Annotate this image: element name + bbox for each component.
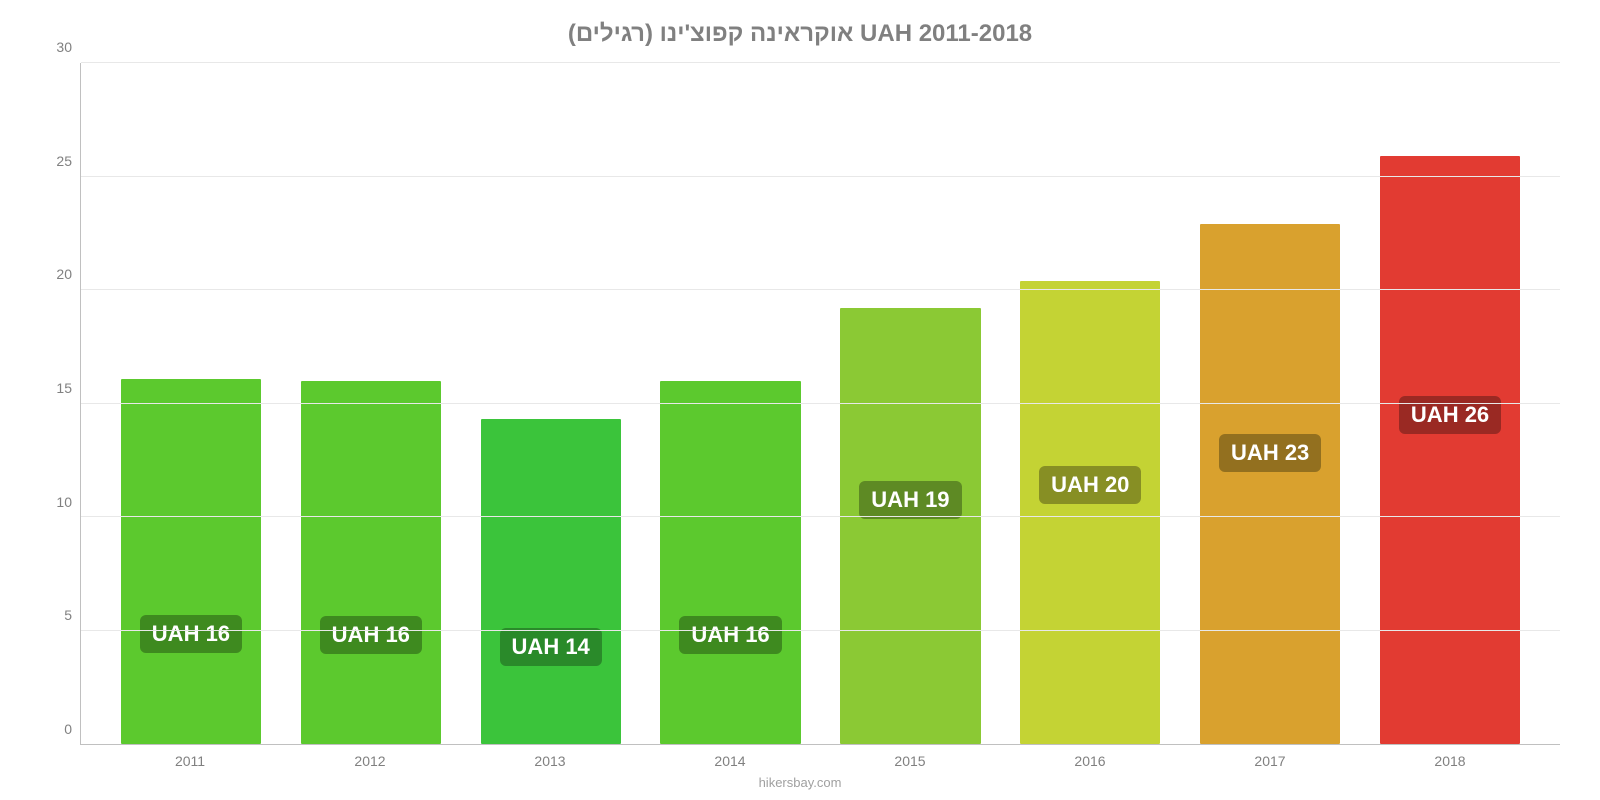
bar-value-label: UAH 26 (1399, 396, 1501, 434)
y-tick: 30 (56, 39, 72, 55)
bar: UAH 20 (1020, 281, 1160, 744)
grid-line (81, 630, 1560, 631)
y-tick: 10 (56, 494, 72, 510)
grid-line (81, 176, 1560, 177)
grid-line (81, 516, 1560, 517)
grid-line (81, 289, 1560, 290)
bar-value-label: UAH 23 (1219, 434, 1321, 472)
bar-slot: UAH 23 (1180, 63, 1360, 744)
bar: UAH 14 (481, 419, 621, 744)
y-tick: 0 (64, 721, 72, 737)
bar: UAH 26 (1380, 156, 1520, 744)
bar: UAH 16 (660, 381, 800, 744)
bar-value-label: UAH 16 (679, 616, 781, 654)
bar-value-label: UAH 19 (859, 481, 961, 519)
chart-area: 051015202530 UAH 16UAH 16UAH 14UAH 16UAH… (40, 63, 1560, 745)
bar-slot: UAH 20 (1000, 63, 1180, 744)
x-tick: 2018 (1360, 753, 1540, 769)
y-tick: 15 (56, 380, 72, 396)
bar: UAH 19 (840, 308, 980, 744)
x-tick: 2016 (1000, 753, 1180, 769)
bars-container: UAH 16 UAH 16 UAH 14 UAH 16 UAH 19 UAH 20 UAH … (81, 63, 1560, 744)
bar-value-label: UAH 16 (140, 615, 242, 653)
grid-line (81, 62, 1560, 63)
grid-line (81, 403, 1560, 404)
bar-slot: UAH 14 (461, 63, 641, 744)
bar-value-label: UAH 20 (1039, 466, 1141, 504)
x-tick: 2014 (640, 753, 820, 769)
bar-value-label: UAH 16 (320, 616, 422, 654)
bar-slot: UAH 16 (281, 63, 461, 744)
chart-title: אוקראינה קפוצ'ינו (רגילים) UAH 2011-2018 (568, 20, 1032, 48)
y-tick: 20 (56, 266, 72, 282)
bar-slot: UAH 19 (821, 63, 1001, 744)
x-tick: 2011 (100, 753, 280, 769)
bar-slot: UAH 26 (1360, 63, 1540, 744)
bar-slot: UAH 16 (101, 63, 281, 744)
source-label: hikersbay.com (759, 775, 842, 790)
bar-value-label: UAH 14 (500, 628, 602, 666)
y-axis: 051015202530 (40, 63, 80, 745)
bar-slot: UAH 16 (641, 63, 821, 744)
bar: UAH 16 (301, 381, 441, 744)
y-tick: 25 (56, 153, 72, 169)
x-tick: 2015 (820, 753, 1000, 769)
bar: UAH 23 (1200, 224, 1340, 744)
bar: UAH 16 (121, 379, 261, 744)
y-tick: 5 (64, 607, 72, 623)
x-tick: 2012 (280, 753, 460, 769)
x-axis: 20112012201320142015201620172018 (40, 745, 1560, 769)
x-tick: 2017 (1180, 753, 1360, 769)
x-tick: 2013 (460, 753, 640, 769)
plot-area: UAH 16 UAH 16 UAH 14 UAH 16 UAH 19 UAH 20 UAH … (80, 63, 1560, 745)
